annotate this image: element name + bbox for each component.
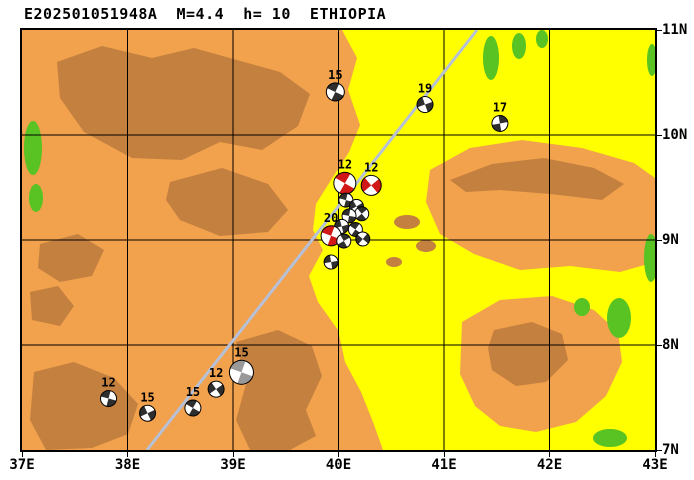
terrain-highland-patches bbox=[30, 46, 624, 450]
x-tick-label: 38E bbox=[114, 457, 141, 473]
y-tick-label: 8N bbox=[662, 337, 679, 353]
focal-mechanism-label: 12 bbox=[209, 366, 223, 380]
x-tick-label: 42E bbox=[536, 457, 563, 473]
focal-mechanism-label: 12 bbox=[101, 376, 115, 390]
vegetation-patch bbox=[574, 298, 590, 316]
focal-mechanism: 15 bbox=[139, 390, 157, 422]
x-tick-label: 41E bbox=[431, 457, 457, 473]
x-tick-mark bbox=[21, 452, 23, 457]
focal-mechanism bbox=[336, 233, 352, 249]
terrain-patch bbox=[386, 257, 402, 267]
focal-mechanism-label: 20 bbox=[324, 211, 338, 225]
x-tick-label: 39E bbox=[220, 457, 246, 473]
terrain-patch bbox=[166, 168, 288, 236]
terrain-patch bbox=[38, 234, 104, 282]
focal-mechanism bbox=[341, 208, 357, 224]
focal-mechanism-label: 19 bbox=[418, 82, 432, 96]
y-tick-mark bbox=[657, 29, 662, 31]
vegetation-patch bbox=[644, 234, 655, 282]
terrain-patch bbox=[416, 240, 436, 252]
x-tick-label: 40E bbox=[325, 457, 352, 473]
vegetation-patch bbox=[512, 33, 526, 59]
map-svg: 15 19 17 12 12 20 12 15 15 12 15 bbox=[22, 30, 655, 450]
focal-mechanism: 15 bbox=[228, 345, 254, 385]
x-tick-mark bbox=[232, 452, 234, 457]
focal-mechanism: 12 bbox=[360, 160, 382, 196]
vegetation-patch bbox=[536, 30, 548, 48]
y-tick-label: 11N bbox=[662, 22, 688, 38]
y-tick-mark bbox=[657, 239, 662, 241]
map-frame: 15 19 17 12 12 20 12 15 15 12 15 bbox=[20, 28, 657, 452]
focal-mechanism: 12 bbox=[333, 157, 357, 195]
focal-mechanisms: 15 19 17 12 12 20 12 15 15 12 15 bbox=[100, 68, 509, 422]
x-tick-label: 43E bbox=[642, 457, 668, 473]
vegetation-patch bbox=[29, 184, 43, 212]
x-tick-label: 37E bbox=[9, 457, 35, 473]
terrain-patch bbox=[394, 215, 420, 229]
y-tick-mark bbox=[657, 134, 662, 136]
focal-mechanism: 17 bbox=[491, 100, 509, 132]
focal-mechanism bbox=[355, 231, 371, 247]
vegetation-patch bbox=[647, 44, 655, 76]
terrain-patch bbox=[450, 158, 624, 200]
vegetation-patch bbox=[593, 429, 627, 447]
y-tick-mark bbox=[657, 449, 662, 451]
terrain-patch bbox=[236, 330, 322, 450]
terrain-patch bbox=[30, 286, 74, 326]
terrain-patch bbox=[30, 362, 138, 450]
focal-mechanism-label: 15 bbox=[328, 68, 342, 82]
x-tick-mark bbox=[338, 452, 339, 457]
x-tick-mark bbox=[654, 452, 656, 457]
focal-mechanism-label: 12 bbox=[364, 160, 378, 174]
focal-mechanism: 12 bbox=[207, 366, 225, 398]
focal-mechanism: 20 bbox=[320, 211, 342, 247]
vegetation-patch bbox=[483, 36, 499, 80]
focal-mechanism: 15 bbox=[184, 385, 202, 417]
y-tick-label: 10N bbox=[662, 127, 688, 143]
y-tick-mark bbox=[657, 344, 662, 346]
focal-mechanism bbox=[338, 192, 354, 208]
focal-mechanism-label: 15 bbox=[234, 345, 248, 359]
vegetation-patch bbox=[607, 298, 631, 338]
map-title: E202501051948A M=4.4 h= 10 ETHIOPIA bbox=[24, 5, 387, 23]
terrain-patch bbox=[57, 46, 310, 160]
y-tick-label: 7N bbox=[662, 442, 679, 458]
focal-mechanism: 15 bbox=[325, 68, 345, 102]
focal-mechanism: 19 bbox=[416, 82, 434, 114]
focal-mechanism-label: 15 bbox=[186, 385, 200, 399]
focal-mechanism-label: 17 bbox=[493, 100, 507, 114]
focal-mechanism-label: 12 bbox=[338, 157, 352, 171]
x-tick-mark bbox=[127, 452, 128, 457]
x-tick-mark bbox=[443, 452, 445, 457]
focal-mechanism bbox=[354, 206, 370, 222]
focal-mechanism: 12 bbox=[100, 376, 118, 408]
focal-mechanism-label: 15 bbox=[140, 390, 154, 404]
vegetation-patch bbox=[24, 121, 42, 175]
terrain-patch bbox=[488, 322, 568, 386]
focal-mechanism bbox=[323, 254, 339, 270]
y-tick-label: 9N bbox=[662, 232, 679, 248]
x-tick-mark bbox=[549, 452, 550, 457]
